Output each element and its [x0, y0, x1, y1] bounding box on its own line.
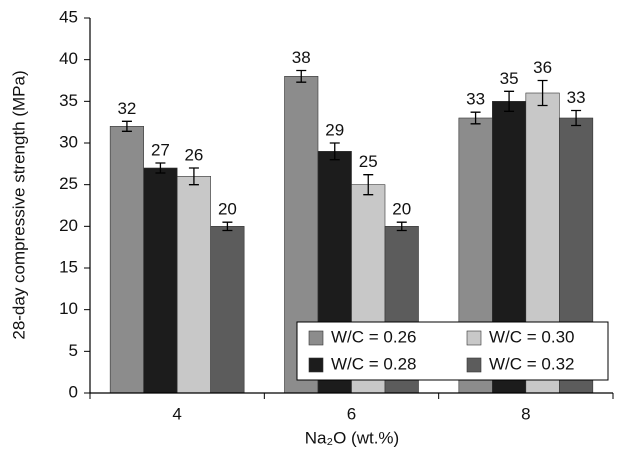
bar [210, 226, 245, 394]
error-bar [396, 221, 407, 232]
value-label: 20 [218, 200, 237, 219]
y-tick-label: 45 [59, 7, 78, 26]
value-label: 32 [117, 99, 136, 118]
legend-swatch [308, 330, 324, 346]
error-bar [470, 111, 481, 125]
value-label: 33 [466, 90, 485, 109]
x-tick-label: 6 [347, 404, 356, 423]
legend-label: W/C = 0.30 [489, 327, 575, 346]
legend-swatch [466, 330, 482, 346]
y-tick-label: 40 [59, 49, 78, 68]
y-axis-label: 28-day compressive strength (MPa) [9, 70, 28, 339]
value-label: 26 [184, 145, 203, 164]
error-bar [504, 90, 515, 112]
value-label: 35 [500, 69, 519, 88]
legend-swatch [308, 357, 324, 373]
y-tick-label: 0 [69, 382, 78, 401]
y-tick-label: 25 [59, 174, 78, 193]
error-bar [121, 120, 132, 132]
bar [109, 126, 144, 394]
value-label: 25 [359, 152, 378, 171]
value-label: 36 [533, 58, 552, 77]
error-bar [155, 162, 166, 174]
y-tick-label: 10 [59, 299, 78, 318]
legend-swatch [466, 357, 482, 373]
x-axis-label: Na₂O (wt.%) [305, 428, 399, 447]
error-bar [363, 174, 374, 196]
error-bar [296, 69, 307, 83]
error-bar [188, 167, 199, 186]
value-label: 20 [392, 200, 411, 219]
error-bar [329, 142, 340, 161]
y-tick-label: 35 [59, 91, 78, 110]
value-label: 27 [151, 140, 170, 159]
x-tick-label: 4 [172, 404, 181, 423]
legend-label: W/C = 0.26 [331, 327, 417, 346]
y-tick-label: 15 [59, 257, 78, 276]
x-tick-label: 8 [521, 404, 530, 423]
bar [143, 167, 178, 394]
error-bar [571, 109, 582, 127]
value-label: 38 [292, 48, 311, 67]
value-label: 33 [567, 88, 586, 107]
y-tick-label: 20 [59, 216, 78, 235]
error-bar [222, 221, 233, 232]
bar [176, 176, 211, 394]
y-tick-label: 5 [69, 341, 78, 360]
error-bar [537, 79, 548, 107]
legend-label: W/C = 0.32 [489, 354, 575, 373]
axes [89, 18, 613, 394]
value-label: 29 [325, 120, 344, 139]
legend-box [296, 321, 609, 381]
legend-label: W/C = 0.28 [331, 354, 417, 373]
y-tick-label: 30 [59, 132, 78, 151]
